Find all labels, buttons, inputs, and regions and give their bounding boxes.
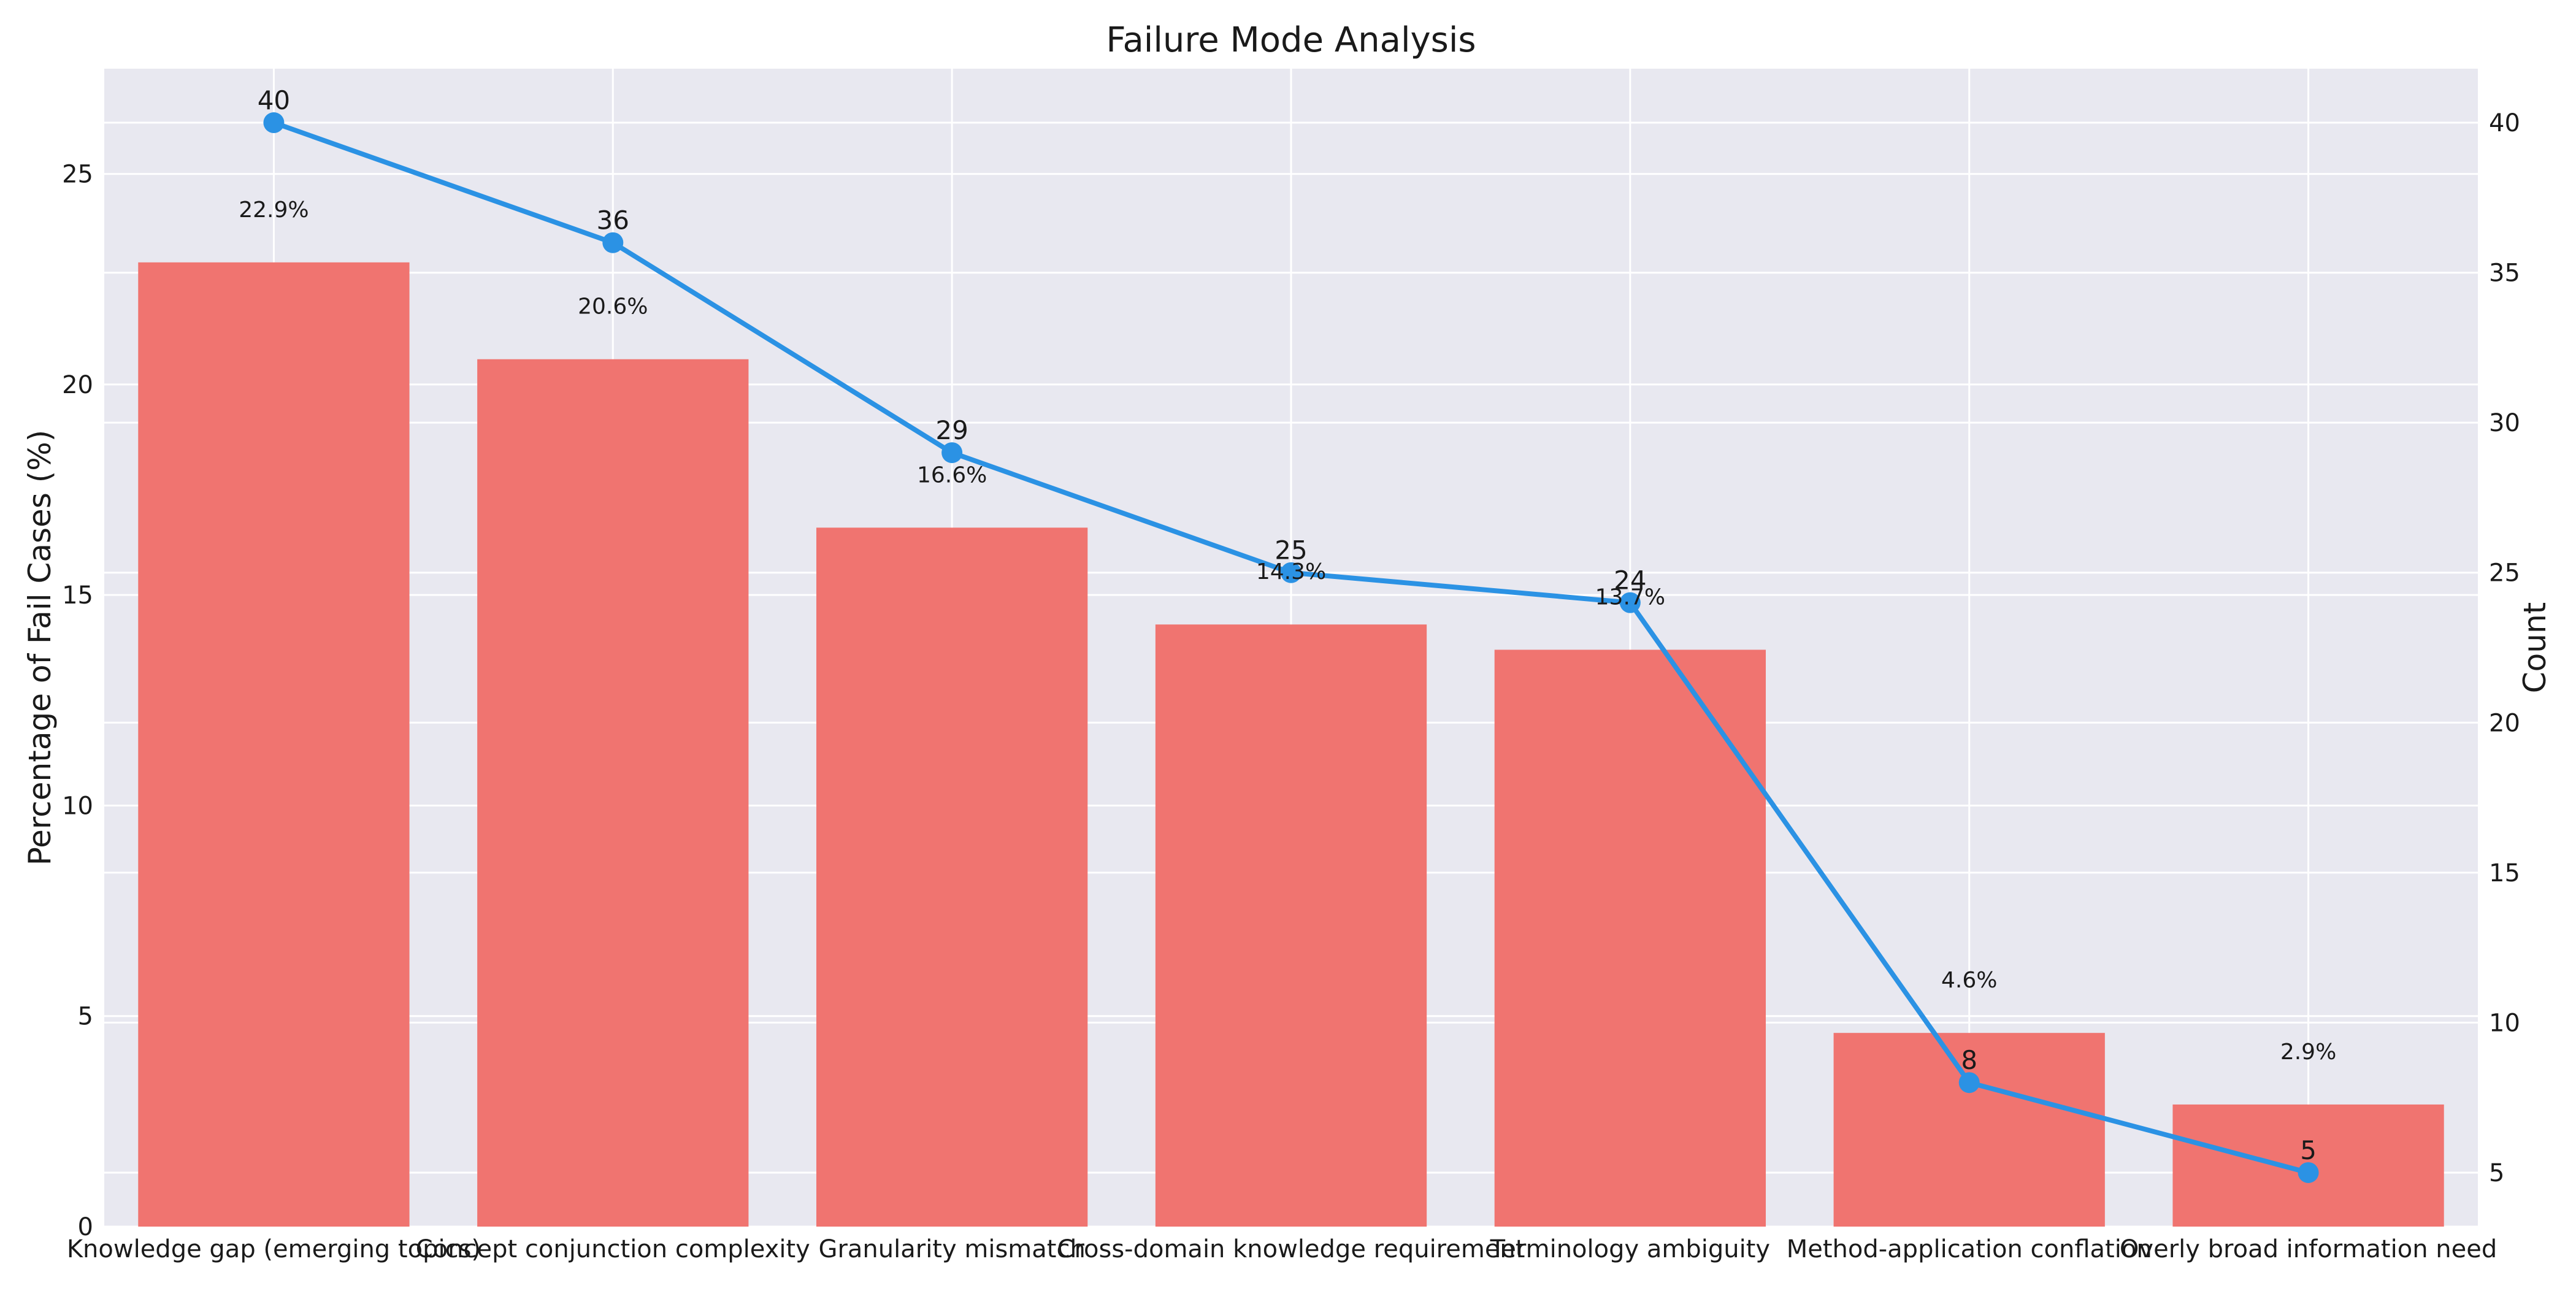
count-value-label-4: 24 [1614,565,1646,596]
count-point-1 [602,232,624,253]
y-tick-right-15: 15 [2489,859,2520,887]
count-point-4 [1619,592,1641,613]
bar-value-label-6: 2.9% [2280,1040,2336,1065]
bar-value-label-2: 16.6% [917,462,987,488]
x-tick-label-1: Concept conjunction complexity [416,1235,810,1263]
count-value-label-2: 29 [935,415,968,445]
bar-value-label-4: 13.7% [1595,584,1665,610]
axis-layer: 0 5 10 15 20 25 5 10 15 20 25 30 35 40 Knowledge gap (… [62,109,2520,1263]
bar-5 [1833,1033,2105,1227]
count-point-2 [941,442,963,464]
count-point-5 [1958,1072,1980,1094]
y-tick-left-20: 20 [62,371,93,399]
bar-value-label-5: 4.6% [1941,968,1997,993]
y-tick-left-5: 5 [78,1003,93,1031]
y-tick-right-40: 40 [2489,109,2520,137]
count-point-6 [2298,1162,2319,1183]
count-value-label-3: 25 [1275,535,1307,565]
chart-title: Failure Mode Analysis [1106,20,1476,60]
bar-2 [816,527,1088,1227]
y-tick-right-5: 5 [2489,1159,2504,1187]
bar-value-label-0: 22.9% [239,197,309,223]
count-value-label-1: 36 [597,205,629,236]
x-tick-label-6: Overly broad information need [2120,1235,2497,1263]
line-layer [263,112,2319,1183]
y-axis-label-right: Count [2517,602,2553,694]
count-value-label-5: 8 [1961,1045,1977,1075]
count-point-3 [1281,562,1301,583]
x-tick-label-5: Method-application conflation [1787,1235,2152,1263]
count-point-0 [263,112,285,134]
x-tick-label-2: Granularity mismatch [818,1235,1085,1263]
y-tick-left-25: 25 [62,161,93,189]
bar-layer [138,262,2444,1227]
y-tick-left-10: 10 [62,792,93,820]
bar-1 [477,359,749,1227]
y-tick-right-10: 10 [2489,1009,2520,1037]
x-tick-label-3: Cross-domain knowledge requirement [1057,1235,1525,1263]
y-tick-left-0: 0 [78,1213,93,1241]
y-tick-right-20: 20 [2489,709,2520,737]
y-axis-label-left: Percentage of Fail Cases (%) [22,430,58,866]
y-tick-right-25: 25 [2489,559,2520,588]
y-tick-right-30: 30 [2489,409,2520,437]
bar-value-label-3: 14.3% [1256,559,1326,584]
label-layer: 22.9% 20.6% 16.6% 14.3% 13.7% 4.6% 2.9% 40 36 29 2… [239,85,2336,1165]
count-value-label-0: 40 [258,85,290,115]
x-tick-label-4: Terminology ambiguity [1490,1235,1770,1263]
bar-value-label-1: 20.6% [578,294,648,320]
y-tick-left-15: 15 [62,581,93,610]
bar-3 [1155,624,1427,1227]
count-value-label-6: 5 [2300,1135,2317,1165]
bar-0 [138,262,410,1227]
y-tick-right-35: 35 [2489,259,2520,288]
x-tick-label-0: Knowledge gap (emerging topics) [67,1235,481,1263]
bar-4 [1494,649,1766,1227]
